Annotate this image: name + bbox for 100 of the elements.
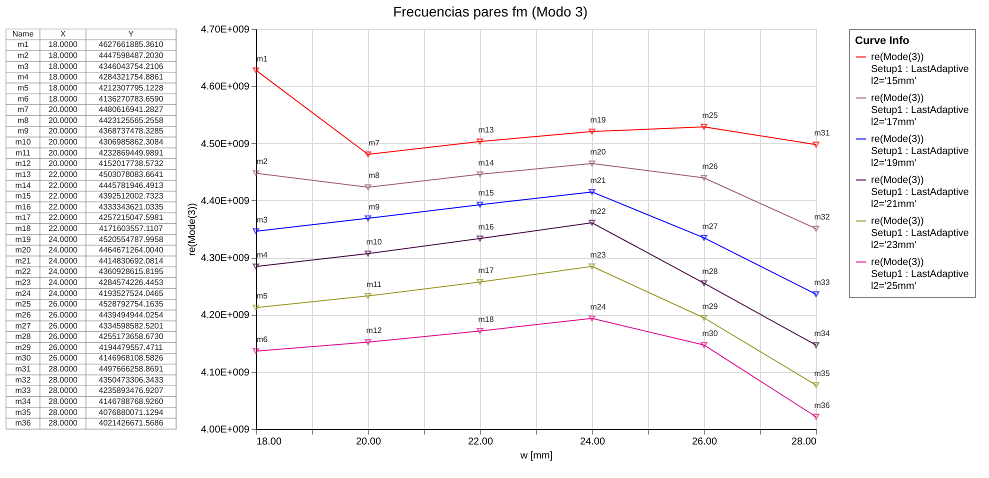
annotation: m34: [814, 329, 830, 338]
text: m22: [15, 267, 32, 276]
text: 4146788768.9260: [98, 396, 164, 406]
text: m29: [15, 342, 32, 352]
text: m2: [17, 51, 30, 60]
text: 28.0000: [48, 396, 78, 406]
annotation: m4: [256, 250, 268, 260]
annotation: m19: [590, 116, 606, 125]
legend-label: re(Mode(3)) Setup1 : LastAdaptive l2='21mm': [871, 175, 970, 210]
annotation: m23: [590, 250, 606, 260]
text: 4235893476.9207: [98, 386, 164, 396]
x-tick-label: 22.00: [468, 436, 494, 448]
y-tick-label: 4.60E+009: [200, 82, 250, 93]
text: 20.0000: [48, 159, 78, 168]
text: m11: [16, 148, 32, 158]
text: 20.0000: [48, 105, 78, 114]
text: m4: [17, 72, 30, 82]
annotation: m15: [478, 188, 494, 198]
text: 4284574226.4453: [98, 278, 164, 288]
text: 4439494944.0254: [98, 310, 164, 320]
annotation: m25: [702, 110, 718, 120]
legend-label: re(Mode(3)) Setup1 : LastAdaptive l2='23mm': [871, 216, 970, 251]
legend-title: Curve Info: [855, 35, 910, 47]
text: 4497666258.8691: [98, 364, 164, 374]
text: m16: [15, 202, 32, 212]
y-tick-label: 4.30E+009: [200, 253, 250, 264]
text: 22.0000: [48, 170, 78, 179]
text: m7: [17, 105, 30, 114]
annotation: m14: [478, 158, 494, 168]
text: 26.0000: [48, 310, 78, 320]
y-axis-title: re(Mode(3)): [186, 203, 198, 256]
text: 28.0000: [48, 418, 78, 428]
annotation: m9: [368, 202, 380, 212]
annotation: m32: [814, 212, 830, 222]
x-tick-label: 18.00: [256, 436, 282, 448]
text: m3: [17, 62, 30, 71]
annotation: m21: [590, 176, 606, 185]
text: m32: [15, 375, 32, 384]
annotation: m20: [590, 147, 606, 156]
text: m31: [15, 364, 32, 374]
annotation: m31: [814, 128, 830, 138]
y-tick-label: 4.10E+009: [200, 367, 250, 378]
text: 4193527524.0465: [98, 288, 164, 298]
text: 4368737478.3285: [98, 126, 164, 136]
text: m14: [15, 180, 32, 190]
text: 24.0000: [48, 246, 78, 255]
annotation: m10: [366, 238, 382, 247]
text: 28.0000: [48, 386, 78, 396]
text: 26.0000: [48, 354, 78, 363]
legend-label: re(Mode(3)) Setup1 : LastAdaptive l2='19mm': [871, 134, 970, 169]
text: 18.0000: [48, 94, 78, 104]
annotation: m2: [256, 157, 268, 166]
annotation: m12: [366, 326, 382, 336]
text: 20.0000: [48, 126, 78, 136]
text: 18.0000: [48, 62, 78, 71]
text: m28: [15, 332, 32, 342]
text: 4464671264.0040: [98, 246, 164, 255]
text: 18.0000: [48, 40, 78, 50]
text: 24.0000: [48, 278, 78, 288]
text: m35: [15, 408, 32, 417]
text: m18: [15, 224, 32, 233]
text: 4152017738.5732: [98, 159, 164, 168]
text: m13: [15, 170, 32, 179]
text: 4445781946.4913: [98, 180, 164, 190]
annotation: m3: [256, 215, 268, 224]
text: m33: [15, 386, 32, 396]
annotation: m28: [702, 267, 718, 276]
text: m21: [15, 256, 32, 266]
text: X: [60, 29, 66, 38]
y-tick-label: 4.20E+009: [200, 310, 250, 322]
text: 4076880071.1294: [98, 408, 164, 417]
x-tick-label: 26.00: [692, 436, 718, 448]
text: 4136270783.6590: [98, 94, 164, 104]
text: 28.0000: [48, 408, 78, 417]
annotation: m35: [814, 369, 830, 378]
text: 26.0000: [48, 300, 78, 309]
text: 22.0000: [48, 213, 78, 222]
annotation: m16: [478, 222, 494, 232]
text: m27: [15, 321, 32, 330]
annotation: m36: [814, 400, 830, 410]
text: m6: [17, 94, 30, 104]
text: 28.0000: [48, 364, 78, 374]
text: 22.0000: [48, 224, 78, 233]
annotation: m17: [478, 266, 494, 276]
text: 18.0000: [48, 72, 78, 82]
text: 4423125565.2558: [98, 116, 164, 125]
text: 4333343621.0335: [98, 202, 164, 212]
text: m15: [15, 192, 32, 201]
annotation: m22: [590, 206, 606, 216]
text: 4528792754.1635: [98, 300, 164, 309]
annotation: m7: [368, 138, 380, 148]
text: 26.0000: [48, 342, 78, 352]
chart-title: Frecuencias pares fm (Modo 3): [393, 4, 588, 20]
text: 26.0000: [48, 321, 78, 330]
annotation: m18: [478, 314, 494, 324]
text: 28.0000: [48, 375, 78, 384]
annotation: m33: [814, 278, 830, 288]
text: 4171603557.1107: [99, 224, 164, 233]
text: 24.0000: [48, 234, 78, 244]
text: 4284321754.8861: [98, 72, 164, 82]
